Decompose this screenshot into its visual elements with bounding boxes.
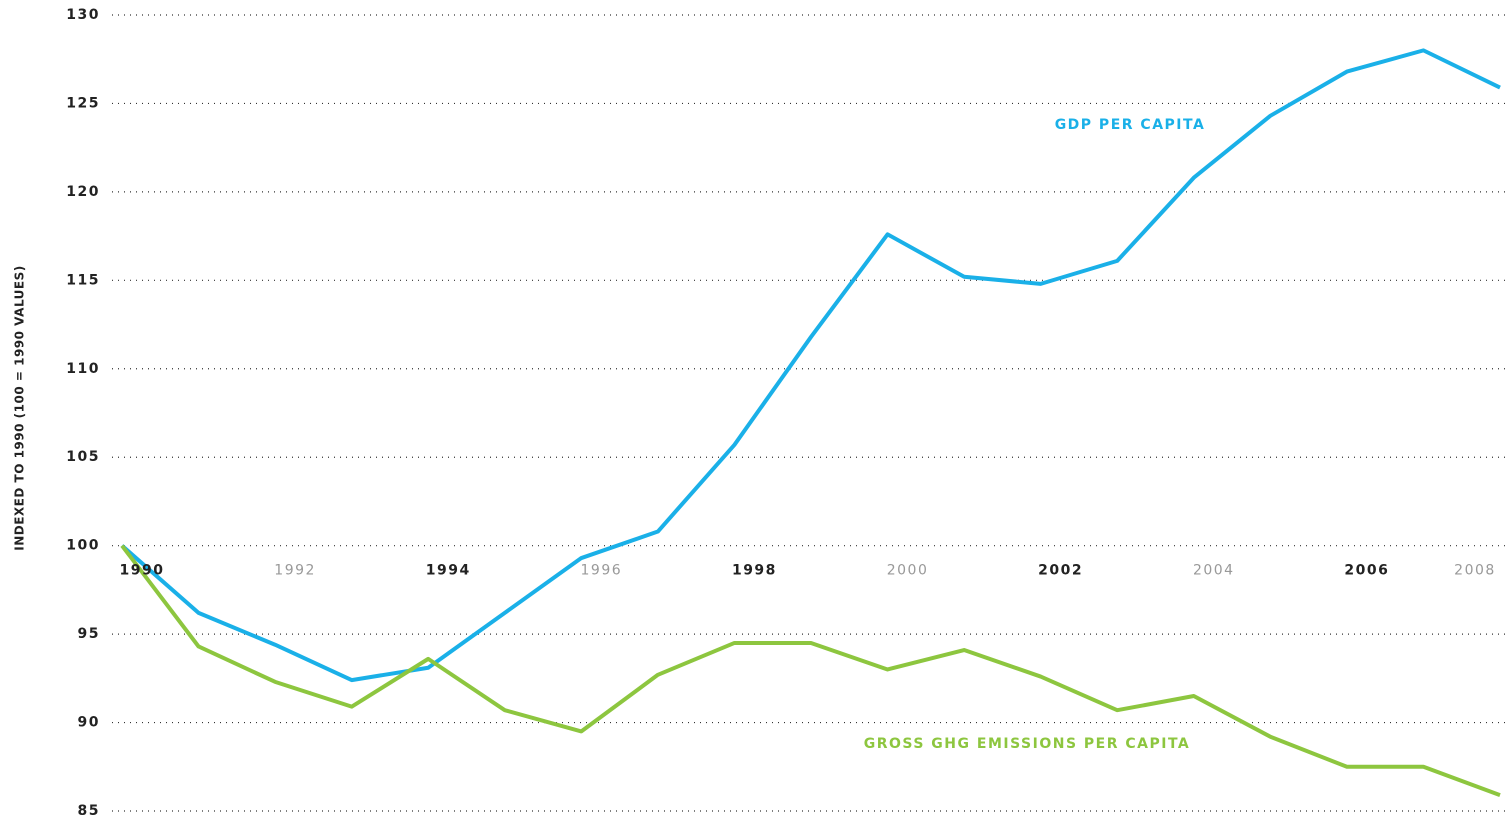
x-tick-label: 1998 [732, 563, 777, 579]
y-tick-label: 115 [66, 272, 100, 288]
x-tick-label: 1990 [120, 563, 165, 579]
x-tick-label: 2006 [1344, 563, 1389, 579]
y-tick-label: 95 [78, 626, 100, 642]
x-tick-label: 1994 [426, 563, 471, 579]
y-tick-label: 120 [66, 184, 100, 200]
y-tick-label: 125 [66, 95, 100, 111]
x-tick-label: 2002 [1038, 563, 1083, 579]
data-line [120, 48, 1501, 683]
x-tick-label: 2000 [887, 563, 929, 579]
x-tick-label: 1992 [274, 563, 316, 579]
x-tick-label: 1996 [581, 563, 623, 579]
y-tick-label: 130 [66, 7, 100, 23]
y-tick-label: 85 [78, 803, 100, 819]
y-tick-label: 110 [66, 361, 100, 377]
y-tick-label: 90 [78, 715, 100, 731]
y-tick-label: 100 [66, 538, 100, 554]
series-annotation: GROSS GHG EMISSIONS PER CAPITA [864, 736, 1191, 752]
data-line [120, 544, 1501, 797]
x-tick-label: 2008 [1454, 563, 1496, 579]
x-tick-label: 2004 [1193, 563, 1235, 579]
series-annotation: GDP PER CAPITA [1055, 117, 1206, 133]
y-tick-label: 105 [66, 449, 100, 465]
y-axis-label: INDEXED TO 1990 (100 = 1990 VALUES) [13, 265, 27, 550]
